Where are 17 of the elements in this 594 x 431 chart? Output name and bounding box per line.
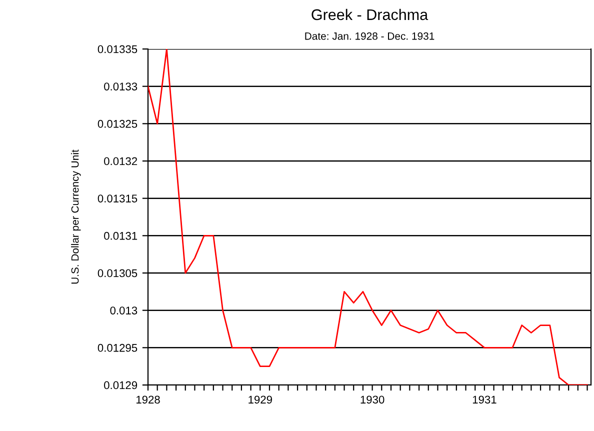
y-tick-label: 0.01325 — [98, 120, 138, 128]
y-tick-label: 0.013 — [110, 306, 138, 314]
x-tick-label: 1928 — [136, 396, 160, 404]
x-tick-label: 1929 — [248, 396, 272, 404]
x-tick-label: 1931 — [472, 396, 496, 404]
y-axis-title: U.S. Dollar per Currency Unit — [71, 150, 81, 284]
y-tick-label: 0.01295 — [98, 344, 138, 352]
chart-subtitle: Date: Jan. 1928 - Dec. 1931 — [305, 32, 434, 40]
y-tick-label: 0.0129 — [104, 381, 138, 390]
chart-title: Greek - Drachma — [312, 8, 428, 20]
y-tick-label: 0.0132 — [104, 157, 138, 166]
y-tick-label: 0.0133 — [104, 82, 138, 90]
y-tick-label: 0.01335 — [98, 45, 138, 54]
x-tick-label: 1930 — [360, 396, 384, 404]
y-tick-label: 0.01305 — [98, 269, 138, 278]
y-tick-label: 0.0131 — [104, 232, 138, 240]
y-tick-label: 0.01315 — [98, 194, 138, 202]
